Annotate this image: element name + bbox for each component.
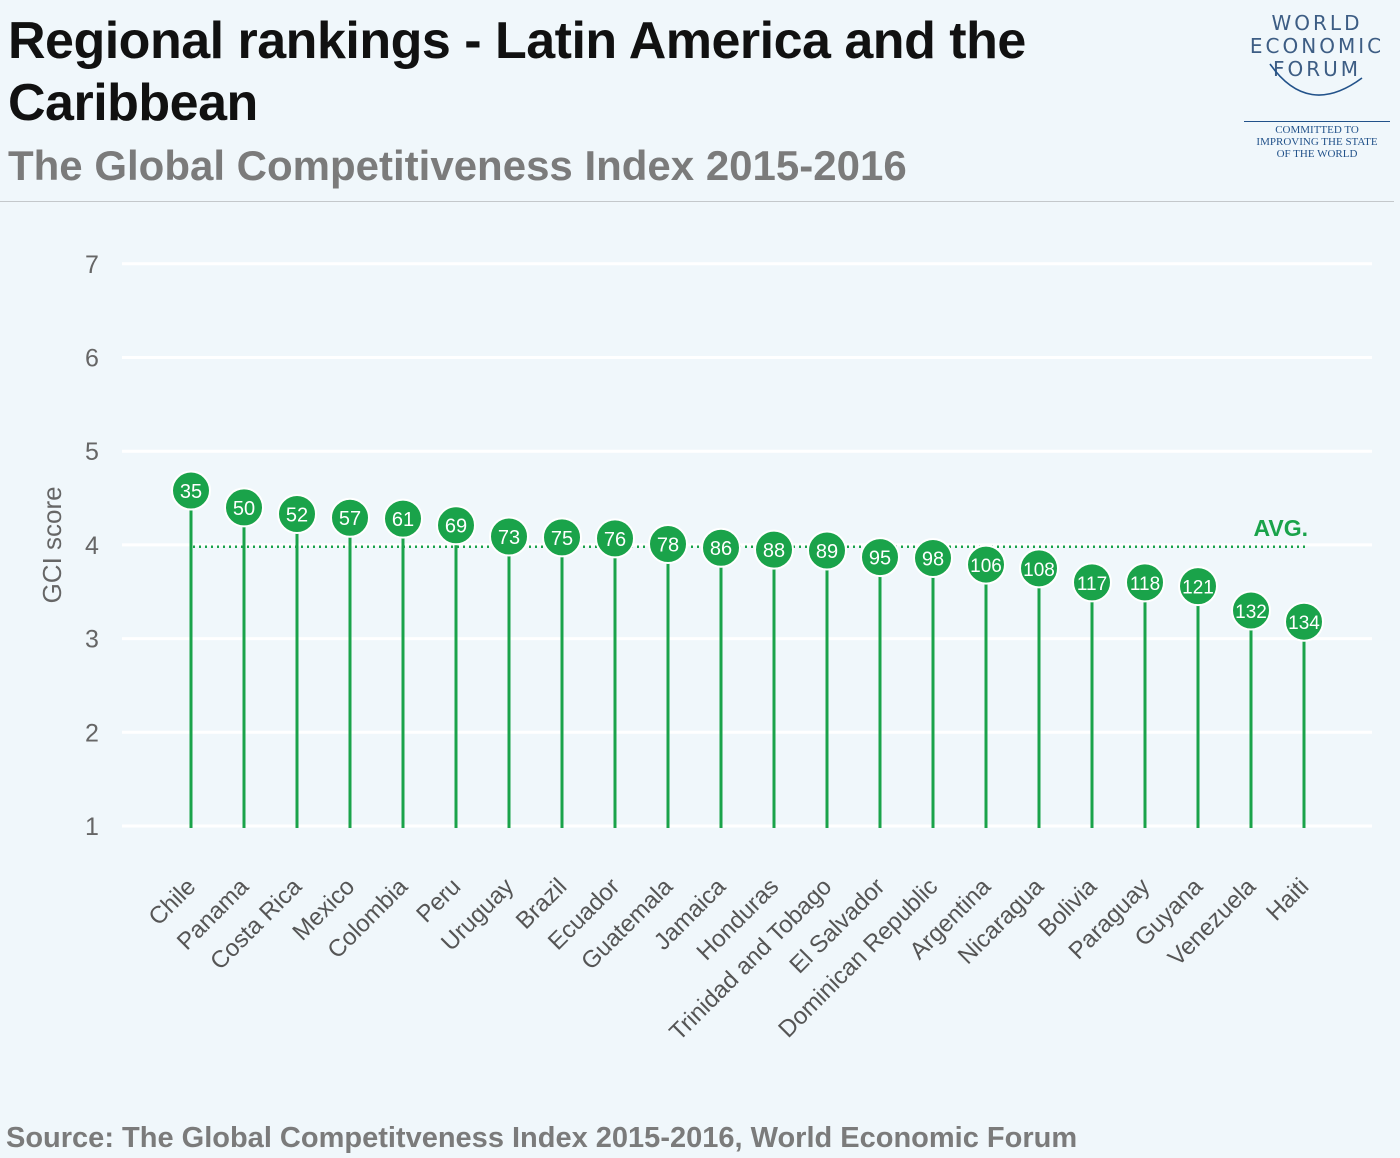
header-divider — [0, 201, 1394, 202]
rank-label: 89 — [816, 541, 838, 563]
rank-label: 57 — [339, 508, 361, 530]
marker-19 — [1178, 566, 1218, 607]
y-tick-label: 5 — [85, 438, 99, 466]
marker-8 — [595, 518, 635, 559]
logo-tagline-2: IMPROVING THE STATE — [1256, 136, 1378, 148]
y-tick-label: 6 — [85, 345, 99, 373]
marker-15 — [966, 544, 1006, 585]
rank-label: 76 — [604, 529, 626, 551]
marker-9 — [648, 523, 688, 564]
rank-label: 50 — [233, 498, 255, 520]
rank-label: 134 — [1288, 613, 1320, 634]
marker-16 — [1019, 548, 1059, 589]
marker-1 — [224, 487, 264, 528]
rank-label: 106 — [970, 556, 1002, 577]
marker-4 — [383, 498, 423, 539]
rank-label: 117 — [1077, 574, 1107, 595]
average-label: AVG. — [1253, 515, 1308, 541]
rank-label: 118 — [1130, 574, 1160, 595]
rank-label: 95 — [869, 548, 891, 570]
chart-subtitle: The Global Competitiveness Index 2015-20… — [8, 142, 907, 189]
marker-0 — [171, 470, 211, 511]
logo-rule — [1244, 121, 1390, 122]
marker-11 — [754, 529, 794, 570]
logo-arc-icon — [1269, 63, 1363, 96]
marker-6 — [489, 516, 529, 557]
marker-14 — [913, 538, 953, 579]
y-tick-label: 2 — [85, 719, 99, 747]
marker-20 — [1231, 590, 1271, 631]
logo-line-world: WORLD — [1271, 11, 1363, 35]
logo-line-economic: ECONOMIC — [1249, 34, 1385, 58]
logo-tagline-1: COMMITTED TO — [1275, 124, 1359, 136]
chart-title: Regional rankings - Latin America and th… — [8, 12, 1026, 132]
rank-label: 88 — [763, 540, 785, 562]
rank-label: 73 — [498, 527, 520, 549]
source-note: Source: The Global Competitveness Index … — [6, 1122, 1078, 1154]
y-tick-label: 7 — [85, 251, 99, 279]
y-tick-label: 3 — [85, 626, 99, 654]
category-label: Haiti — [1261, 873, 1314, 926]
marker-3 — [330, 497, 370, 538]
marker-21 — [1284, 601, 1324, 642]
marker-2 — [277, 493, 317, 534]
rank-label: 61 — [392, 509, 414, 531]
marker-5 — [436, 505, 476, 546]
rank-label: 69 — [445, 516, 467, 538]
marker-10 — [701, 527, 741, 568]
rank-label: 121 — [1182, 578, 1214, 599]
rank-label: 75 — [551, 528, 573, 550]
marker-7 — [542, 517, 582, 558]
rank-label: 35 — [180, 481, 202, 503]
wef-logo: WORLD ECONOMIC FORUM COMMITTED TO IMPROV… — [1238, 8, 1396, 168]
rank-label: 108 — [1023, 560, 1055, 581]
rank-label: 98 — [922, 549, 944, 571]
marker-12 — [807, 530, 847, 571]
logo-line-forum: FORUM — [1272, 57, 1362, 81]
logo-tagline-3: OF THE WORLD — [1276, 148, 1358, 160]
marker-13 — [860, 537, 900, 578]
rank-label: 52 — [286, 504, 308, 526]
y-tick-label: 4 — [85, 532, 99, 560]
marker-17 — [1072, 562, 1112, 603]
y-axis-label: GCI score — [37, 486, 67, 603]
rank-label: 132 — [1235, 602, 1267, 623]
rank-label: 78 — [657, 534, 679, 556]
marker-18 — [1125, 562, 1165, 603]
rank-label: 86 — [710, 538, 732, 560]
y-tick-label: 1 — [85, 813, 99, 841]
